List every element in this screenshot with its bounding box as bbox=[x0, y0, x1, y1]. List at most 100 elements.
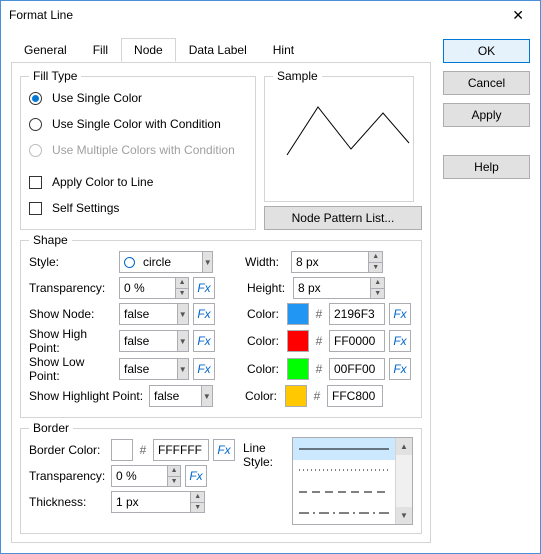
color2-fx-button[interactable]: Fx bbox=[389, 330, 411, 352]
style-select[interactable]: ▼ bbox=[119, 251, 213, 273]
color1-value[interactable] bbox=[330, 304, 384, 324]
border-thick-value[interactable] bbox=[112, 492, 190, 512]
width-label: Width: bbox=[245, 255, 287, 269]
chevron-down-icon[interactable]: ▼ bbox=[177, 359, 189, 379]
hash-icon: # bbox=[311, 389, 323, 403]
color4-value[interactable] bbox=[328, 386, 382, 406]
width-spinner[interactable]: ▲▼ bbox=[368, 252, 382, 272]
height-spinner[interactable]: ▲▼ bbox=[370, 278, 384, 298]
show-high-select[interactable]: ▼ bbox=[119, 330, 189, 352]
show-high-fx-button[interactable]: Fx bbox=[193, 330, 215, 352]
color2-swatch[interactable] bbox=[287, 330, 309, 352]
cancel-button[interactable]: Cancel bbox=[443, 71, 530, 95]
color3-swatch[interactable] bbox=[287, 358, 309, 380]
border-thick-label: Thickness: bbox=[29, 495, 107, 509]
style-label: Style: bbox=[29, 255, 115, 269]
transparency-fx-button[interactable]: Fx bbox=[193, 277, 215, 299]
show-low-select[interactable]: ▼ bbox=[119, 358, 189, 380]
width-value[interactable] bbox=[292, 252, 368, 272]
tab-bar: General Fill Node Data Label Hint bbox=[11, 38, 431, 63]
chevron-down-icon[interactable]: ▼ bbox=[202, 252, 212, 272]
titlebar: Format Line ✕ bbox=[1, 1, 540, 29]
border-thick-input[interactable]: ▲▼ bbox=[111, 491, 205, 513]
border-legend: Border bbox=[29, 421, 73, 435]
color2-input[interactable] bbox=[329, 330, 385, 352]
border-color-value[interactable] bbox=[154, 440, 208, 460]
height-input[interactable]: ▲▼ bbox=[293, 277, 385, 299]
help-button[interactable]: Help bbox=[443, 155, 530, 179]
check-apply-line-label: Apply Color to Line bbox=[52, 175, 153, 189]
tab-hint[interactable]: Hint bbox=[260, 38, 307, 62]
border-color-fx-button[interactable]: Fx bbox=[213, 439, 235, 461]
line-style-list[interactable]: ▲ ▼ bbox=[292, 437, 413, 525]
chevron-down-icon[interactable]: ▼ bbox=[201, 386, 212, 406]
check-self-settings[interactable]: Self Settings bbox=[29, 195, 247, 221]
border-trans-spinner[interactable]: ▲▼ bbox=[167, 466, 180, 486]
line-style-dashed[interactable] bbox=[293, 481, 395, 503]
color1-input[interactable] bbox=[329, 303, 385, 325]
height-value[interactable] bbox=[294, 278, 370, 298]
radio-single-color-cond-label: Use Single Color with Condition bbox=[52, 117, 221, 131]
border-thick-spinner[interactable]: ▲▼ bbox=[190, 492, 204, 512]
node-pattern-list-button[interactable]: Node Pattern List... bbox=[264, 206, 422, 230]
color2-value[interactable] bbox=[330, 331, 384, 351]
show-low-fx-button[interactable]: Fx bbox=[193, 358, 215, 380]
ok-button[interactable]: OK bbox=[443, 39, 530, 63]
show-node-value[interactable] bbox=[120, 304, 177, 324]
color1-label: Color: bbox=[247, 307, 283, 321]
color1-swatch[interactable] bbox=[287, 303, 309, 325]
shape-legend: Shape bbox=[29, 233, 72, 247]
color3-fx-button[interactable]: Fx bbox=[389, 358, 411, 380]
transparency-label: Transparency: bbox=[29, 281, 115, 295]
apply-button[interactable]: Apply bbox=[443, 103, 530, 127]
tab-general[interactable]: General bbox=[11, 38, 80, 62]
style-value[interactable] bbox=[139, 252, 202, 272]
show-high-value[interactable] bbox=[120, 331, 177, 351]
close-icon[interactable]: ✕ bbox=[504, 3, 532, 28]
hash-icon: # bbox=[137, 443, 149, 457]
tab-node[interactable]: Node bbox=[121, 38, 176, 62]
show-high-label: Show High Point: bbox=[29, 327, 115, 355]
show-node-fx-button[interactable]: Fx bbox=[193, 303, 215, 325]
border-color-swatch[interactable] bbox=[111, 439, 133, 461]
show-low-value[interactable] bbox=[120, 359, 177, 379]
tab-fill[interactable]: Fill bbox=[80, 38, 121, 62]
border-trans-fx-button[interactable]: Fx bbox=[185, 465, 207, 487]
transparency-value[interactable] bbox=[120, 278, 175, 298]
show-highlight-value[interactable] bbox=[150, 386, 201, 406]
chevron-down-icon[interactable]: ▼ bbox=[177, 331, 189, 351]
line-style-solid[interactable] bbox=[293, 438, 395, 460]
show-low-label: Show Low Point: bbox=[29, 355, 115, 383]
color3-value[interactable] bbox=[330, 359, 384, 379]
radio-single-color-condition[interactable]: Use Single Color with Condition bbox=[29, 111, 247, 137]
color4-input[interactable] bbox=[327, 385, 383, 407]
color1-fx-button[interactable]: Fx bbox=[389, 303, 411, 325]
chevron-down-icon[interactable]: ▼ bbox=[177, 304, 189, 324]
tab-data-label[interactable]: Data Label bbox=[176, 38, 260, 62]
line-style-dashdot[interactable] bbox=[293, 503, 395, 525]
line-style-dotted[interactable] bbox=[293, 460, 395, 482]
scroll-up-icon[interactable]: ▲ bbox=[396, 438, 412, 455]
show-highlight-label: Show Highlight Point: bbox=[29, 389, 145, 403]
width-input[interactable]: ▲▼ bbox=[291, 251, 383, 273]
line-style-scrollbar[interactable]: ▲ ▼ bbox=[395, 438, 412, 524]
scroll-down-icon[interactable]: ▼ bbox=[396, 507, 412, 524]
show-node-select[interactable]: ▼ bbox=[119, 303, 189, 325]
border-trans-label: Transparency: bbox=[29, 469, 107, 483]
color4-label: Color: bbox=[245, 389, 281, 403]
border-color-input[interactable] bbox=[153, 439, 209, 461]
color3-input[interactable] bbox=[329, 358, 385, 380]
radio-multiple-colors-condition: Use Multiple Colors with Condition bbox=[29, 137, 247, 163]
fill-type-legend: Fill Type bbox=[29, 69, 81, 83]
border-color-label: Border Color: bbox=[29, 443, 107, 457]
show-highlight-select[interactable]: ▼ bbox=[149, 385, 213, 407]
transparency-spinner[interactable]: ▲▼ bbox=[175, 278, 188, 298]
hash-icon: # bbox=[313, 334, 325, 348]
check-apply-color-line[interactable]: Apply Color to Line bbox=[29, 169, 247, 195]
border-trans-value[interactable] bbox=[112, 466, 167, 486]
group-sample: Sample bbox=[264, 76, 414, 202]
border-trans-input[interactable]: ▲▼ bbox=[111, 465, 181, 487]
transparency-input[interactable]: ▲▼ bbox=[119, 277, 189, 299]
radio-single-color[interactable]: Use Single Color bbox=[29, 85, 247, 111]
color4-swatch[interactable] bbox=[285, 385, 307, 407]
